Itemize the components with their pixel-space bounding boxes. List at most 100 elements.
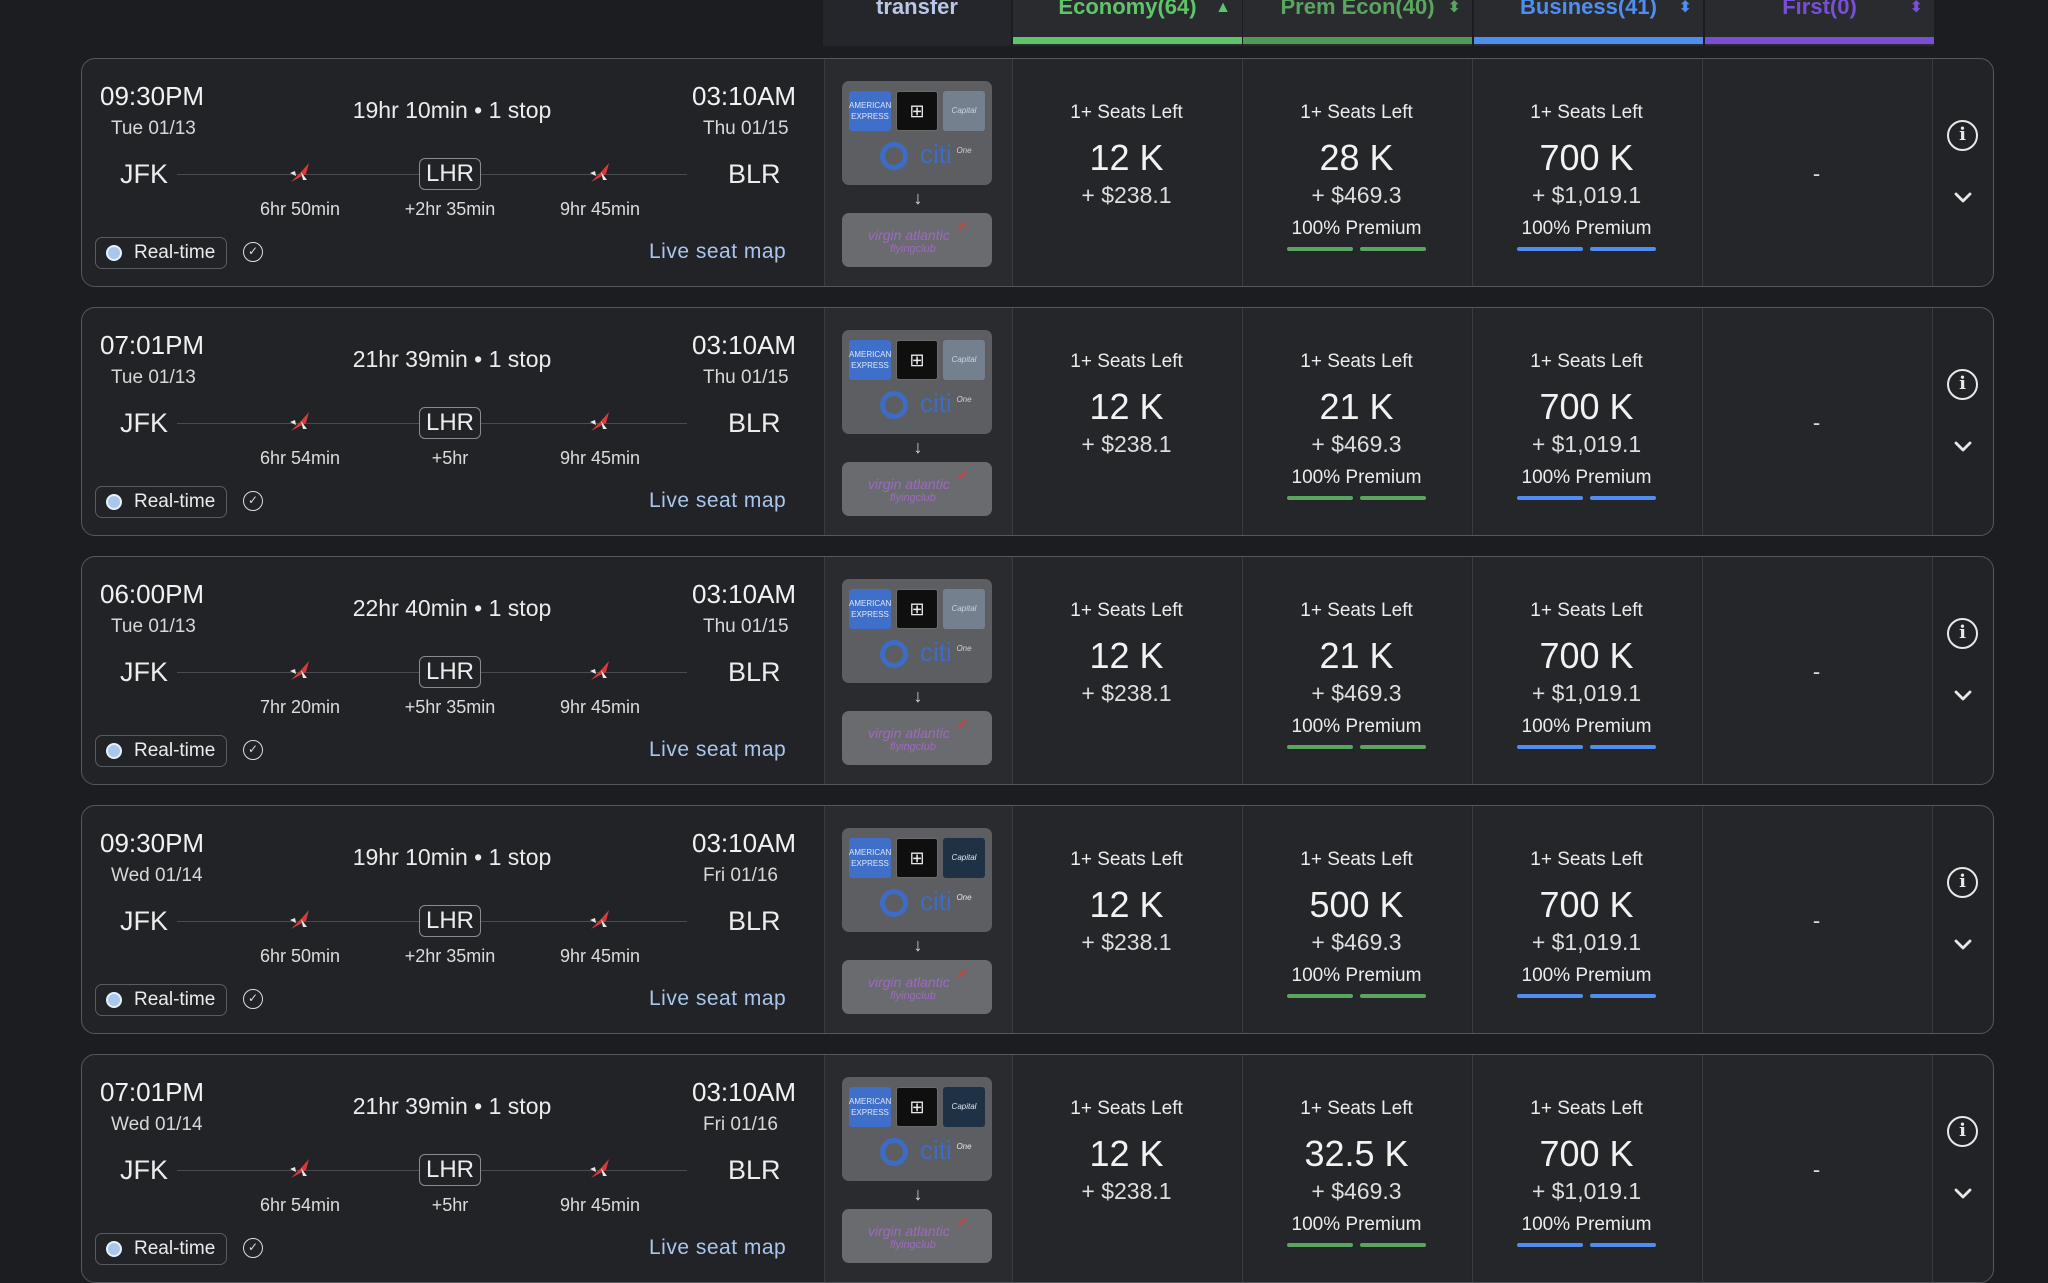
premium-economy-cell[interactable]: 1+ Seats Left 28 K + $469.3 100% Premium — [1242, 59, 1471, 286]
arrival-time: 03:10AM — [692, 330, 797, 360]
premium-segment-bar-1 — [1287, 994, 1353, 998]
origin-airport: JFK — [120, 408, 169, 438]
live-seat-map-link[interactable]: Live seat map — [649, 1236, 787, 1259]
flight-result-card[interactable]: 07:01PM Wed 01/14 21hr 39min • 1 stop 03… — [81, 1054, 1994, 1283]
layover-duration: +5hr 35min — [404, 697, 496, 717]
live-seat-map-link[interactable]: Live seat map — [649, 987, 787, 1010]
credit-card-programs[interactable]: AMERICAN EXPRESS ⊞ Capital One citi — [842, 828, 992, 932]
live-seat-map-link[interactable]: Live seat map — [649, 240, 787, 263]
premium-economy-cell[interactable]: 1+ Seats Left 500 K + $469.3 100% Premiu… — [1242, 806, 1471, 1033]
flight-result-card[interactable]: 06:00PM Tue 01/13 22hr 40min • 1 stop 03… — [81, 556, 1994, 785]
info-icon[interactable]: i — [1947, 867, 1978, 898]
premium-economy-cell[interactable]: 1+ Seats Left 21 K + $469.3 100% Premium — [1242, 557, 1471, 784]
business-miles: 700 K — [1539, 1133, 1634, 1174]
info-icon[interactable]: i — [1947, 1116, 1978, 1147]
premium-segment-bar-2 — [1360, 994, 1426, 998]
departure-date: Wed 01/14 — [111, 1114, 203, 1135]
departure-date: Tue 01/13 — [111, 367, 196, 388]
column-header-economy[interactable]: Economy(64) ▲ — [1013, 0, 1242, 46]
chevron-down-icon[interactable] — [1951, 1182, 1975, 1206]
first-unavailable: - — [1812, 659, 1821, 684]
flight-result-card[interactable]: 07:01PM Tue 01/13 21hr 39min • 1 stop 03… — [81, 307, 1994, 536]
arrival-date: Thu 01/15 — [703, 367, 789, 388]
chevron-down-icon[interactable] — [1951, 933, 1975, 957]
virgin-flying-club-program[interactable]: virgin atlantic flyingclub — [842, 711, 992, 765]
column-header-transfer: transfer — [823, 0, 1011, 46]
premium-seats-left: 1+ Seats Left — [1300, 351, 1413, 372]
sort-toggle-icon[interactable]: ⬍ — [1909, 0, 1924, 16]
column-header-premium-economy[interactable]: Prem Econ(40) ⬍ — [1243, 0, 1472, 46]
virgin-flying-club-program[interactable]: virgin atlantic flyingclub — [842, 960, 992, 1014]
column-divider — [1242, 1055, 1243, 1282]
segment-1-duration: 6hr 50min — [259, 199, 341, 219]
economy-cell[interactable]: 1+ Seats Left 12 K + $238.1 — [1012, 308, 1241, 535]
capital-one-logo-icon: Capital One — [943, 91, 985, 155]
business-segment-bar-1 — [1517, 1243, 1583, 1247]
sort-ascending-icon[interactable]: ▲ — [1215, 0, 1231, 16]
economy-miles: 12 K — [1089, 386, 1164, 427]
virgin-atlantic-logo-icon — [590, 163, 609, 182]
column-header-premium-economy-label: Prem Econ(40) — [1280, 0, 1435, 19]
realtime-badge[interactable]: Real-time — [95, 984, 227, 1016]
first-cell: - — [1702, 59, 1931, 286]
virgin-flying-club-program[interactable]: virgin atlantic flyingclub — [842, 462, 992, 516]
sort-toggle-icon[interactable]: ⬍ — [1678, 0, 1693, 16]
origin-airport: JFK — [120, 657, 169, 687]
economy-cell[interactable]: 1+ Seats Left 12 K + $238.1 — [1012, 59, 1241, 286]
first-unavailable: - — [1812, 908, 1821, 933]
economy-cell[interactable]: 1+ Seats Left 12 K + $238.1 — [1012, 557, 1241, 784]
va-name: virgin atlantic — [868, 476, 950, 492]
credit-card-programs[interactable]: AMERICAN EXPRESS ⊞ Capital One citi — [842, 330, 992, 434]
citi-wordmark-icon: citi — [920, 1135, 952, 1165]
premium-economy-cell[interactable]: 1+ Seats Left 32.5 K + $469.3 100% Premi… — [1242, 1055, 1471, 1282]
info-icon[interactable]: i — [1947, 120, 1978, 151]
realtime-badge[interactable]: Real-time — [95, 237, 227, 269]
economy-cell[interactable]: 1+ Seats Left 12 K + $238.1 — [1012, 1055, 1241, 1282]
sort-toggle-icon[interactable]: ⬍ — [1447, 0, 1462, 16]
transfer-partners-cell: AMERICAN EXPRESS ⊞ Capital One citi ↓ vir… — [824, 557, 1012, 784]
chevron-down-icon[interactable] — [1951, 186, 1975, 210]
chevron-down-icon[interactable] — [1951, 435, 1975, 459]
chase-logo-icon: ⊞ — [896, 340, 938, 380]
realtime-badge[interactable]: Real-time — [95, 1233, 227, 1265]
arrival-date: Thu 01/15 — [703, 118, 789, 139]
destination-airport: BLR — [728, 1155, 781, 1185]
business-segment-bar-1 — [1517, 745, 1583, 749]
business-seats-left: 1+ Seats Left — [1530, 1098, 1643, 1119]
realtime-badge[interactable]: Real-time — [95, 486, 227, 518]
business-cell[interactable]: 1+ Seats Left 700 K + $1,019.1 100% Prem… — [1472, 59, 1701, 286]
amex-logo-icon: AMERICAN EXPRESS — [849, 838, 891, 878]
live-seat-map-link[interactable]: Live seat map — [649, 489, 787, 512]
business-miles: 700 K — [1539, 386, 1634, 427]
info-icon[interactable]: i — [1947, 618, 1978, 649]
business-cell[interactable]: 1+ Seats Left 700 K + $1,019.1 100% Prem… — [1472, 557, 1701, 784]
info-icon[interactable]: i — [1947, 369, 1978, 400]
realtime-badge[interactable]: Real-time — [95, 735, 227, 767]
column-header-first[interactable]: First(0) ⬍ — [1705, 0, 1934, 46]
citi-logo-icon — [880, 142, 908, 170]
column-divider — [1932, 59, 1933, 286]
premium-segment-bar-2 — [1360, 1243, 1426, 1247]
credit-card-programs[interactable]: AMERICAN EXPRESS ⊞ Capital One citi — [842, 579, 992, 683]
business-cell[interactable]: 1+ Seats Left 700 K + $1,019.1 100% Prem… — [1472, 806, 1701, 1033]
segment-1-duration: 6hr 50min — [259, 946, 341, 966]
economy-cell[interactable]: 1+ Seats Left 12 K + $238.1 — [1012, 806, 1241, 1033]
business-cell[interactable]: 1+ Seats Left 700 K + $1,019.1 100% Prem… — [1472, 1055, 1701, 1282]
flight-result-card[interactable]: 09:30PM Tue 01/13 19hr 10min • 1 stop 03… — [81, 58, 1994, 287]
live-seat-map-link[interactable]: Live seat map — [649, 738, 787, 761]
flight-result-card[interactable]: 09:30PM Wed 01/14 19hr 10min • 1 stop 03… — [81, 805, 1994, 1034]
premium-economy-cell[interactable]: 1+ Seats Left 21 K + $469.3 100% Premium — [1242, 308, 1471, 535]
business-cell[interactable]: 1+ Seats Left 700 K + $1,019.1 100% Prem… — [1472, 308, 1701, 535]
column-divider — [1932, 308, 1933, 535]
column-divider — [1242, 308, 1243, 535]
credit-card-programs[interactable]: AMERICAN EXPRESS ⊞ Capital One citi — [842, 1077, 992, 1181]
column-header-business[interactable]: Business(41) ⬍ — [1474, 0, 1703, 46]
virgin-flying-club-program[interactable]: virgin atlantic flyingclub — [842, 1209, 992, 1263]
economy-taxes: + $238.1 — [1081, 431, 1172, 457]
virgin-flying-club-program[interactable]: virgin atlantic flyingclub — [842, 213, 992, 267]
business-segment-bar-2 — [1590, 496, 1656, 500]
premium-segment-bar-2 — [1360, 496, 1426, 500]
chevron-down-icon[interactable] — [1951, 684, 1975, 708]
business-taxes: + $1,019.1 — [1531, 680, 1642, 706]
credit-card-programs[interactable]: AMERICAN EXPRESS ⊞ Capital One citi — [842, 81, 992, 185]
